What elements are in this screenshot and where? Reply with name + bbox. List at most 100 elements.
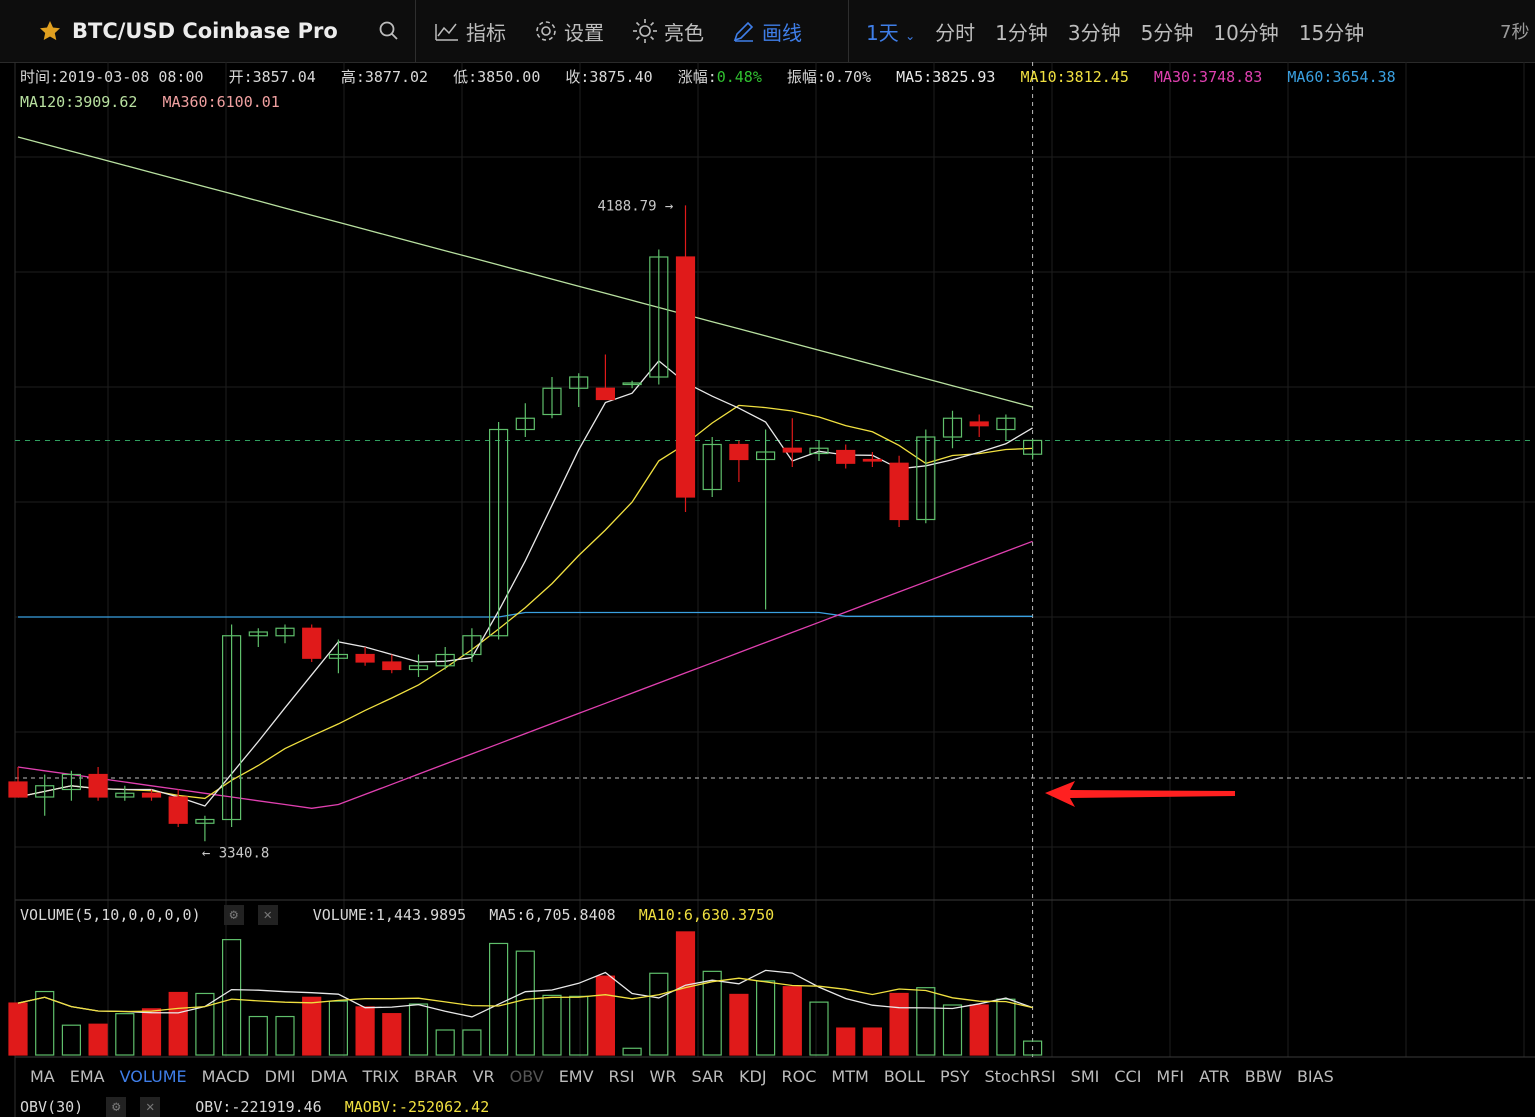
ma-info-row: MA120:3909.62 MA360:6100.01 xyxy=(20,93,296,111)
candle-body xyxy=(675,256,696,498)
volume-bar xyxy=(88,1023,108,1056)
indicator-tab-atr[interactable]: ATR xyxy=(1199,1067,1230,1086)
symbol-title: BTC/USD Coinbase Pro xyxy=(72,19,338,43)
indicator-tab-rsi[interactable]: RSI xyxy=(608,1067,635,1086)
indicator-tab-dmi[interactable]: DMI xyxy=(264,1067,296,1086)
candle-body xyxy=(8,781,28,798)
indicator-label: 指标 xyxy=(466,20,506,45)
indicator-tab-volume[interactable]: VOLUME xyxy=(119,1067,187,1086)
indicator-tab-bias[interactable]: BIAS xyxy=(1296,1067,1334,1086)
chart-svg[interactable]: 4188.79 → ← 3340.8 xyxy=(0,62,1535,1117)
candle-body xyxy=(916,436,936,521)
gear-icon xyxy=(536,21,556,41)
indicator-tab-stochrsi[interactable]: StochRSI xyxy=(984,1067,1056,1086)
volume-bar xyxy=(622,1047,642,1056)
divider xyxy=(415,0,416,62)
indicator-tab-psy[interactable]: PSY xyxy=(939,1067,970,1086)
obv-close-icon[interactable]: ✕ xyxy=(140,1097,161,1117)
indicator-tab-wr[interactable]: WR xyxy=(649,1067,677,1086)
chart-area[interactable]: 4188.79 → ← 3340.8 时间:2019-03-08 08:00 开:… xyxy=(0,62,1535,1117)
volume-bar xyxy=(382,1013,402,1056)
indicator-tab-sar[interactable]: SAR xyxy=(691,1067,724,1086)
indicator-tab-mfi[interactable]: MFI xyxy=(1156,1067,1185,1086)
indicator-tab-kdj[interactable]: KDJ xyxy=(739,1067,767,1086)
period-1min[interactable]: 1分钟 xyxy=(995,20,1048,45)
volume-bar xyxy=(729,993,749,1056)
volume-settings-icon[interactable]: ⚙ xyxy=(223,905,244,925)
indicator-tab-ema[interactable]: EMA xyxy=(69,1067,105,1086)
volume-close-icon[interactable]: ✕ xyxy=(257,905,278,925)
volume-bar xyxy=(675,931,696,1056)
obv-settings-icon[interactable]: ⚙ xyxy=(106,1097,127,1117)
light-theme-label: 亮色 xyxy=(664,20,704,45)
candle-body xyxy=(729,443,749,461)
light-theme-button[interactable]: 亮色 xyxy=(632,17,704,46)
candle-body xyxy=(115,792,135,798)
ma60-line xyxy=(18,611,1033,618)
volume-bar xyxy=(809,1001,829,1056)
volume-bar xyxy=(489,942,509,1056)
volume-bar xyxy=(61,1024,82,1056)
indicator-tab-bbw[interactable]: BBW xyxy=(1244,1067,1282,1086)
candle-body xyxy=(328,653,348,659)
draw-line-label: 画线 xyxy=(762,20,802,45)
volume-bar xyxy=(355,1006,375,1056)
candle-body xyxy=(862,458,883,462)
volume-info-row: VOLUME(5,10,0,0,0,0) ⚙ ✕ VOLUME:1,443.989… xyxy=(20,905,788,925)
volume-bar xyxy=(889,992,909,1056)
indicator-tab-boll[interactable]: BOLL xyxy=(883,1067,925,1086)
candle-body xyxy=(168,796,188,824)
indicator-tab-trix[interactable]: TRIX xyxy=(362,1067,400,1086)
ohlc-info-row: 时间:2019-03-08 08:00 开:3857.04 高:3877.02 … xyxy=(20,66,1412,87)
info-ma5: MA5:3825.93 xyxy=(896,68,996,86)
volume-params: VOLUME(5,10,0,0,0,0) xyxy=(20,905,201,924)
settings-button[interactable]: 设置 xyxy=(534,17,604,46)
candle-body xyxy=(702,443,722,491)
chevron-down-icon: ⌄ xyxy=(905,28,916,43)
volume-ma5: MA5:6,705.8408 xyxy=(489,905,616,924)
volume-ma10: MA10:6,630.3750 xyxy=(638,905,775,924)
volume-bar xyxy=(969,1004,989,1056)
search-button[interactable] xyxy=(378,0,400,62)
candle-body xyxy=(969,421,989,427)
indicator-tab-vr[interactable]: VR xyxy=(472,1067,495,1086)
indicator-tab-obv[interactable]: OBV xyxy=(509,1067,544,1086)
period-15min[interactable]: 15分钟 xyxy=(1298,20,1365,45)
volume-bar xyxy=(195,992,215,1056)
period-3min[interactable]: 3分钟 xyxy=(1067,20,1121,45)
period-timeshare[interactable]: 分时 xyxy=(935,20,976,45)
info-low: 低:3850.00 xyxy=(453,68,541,86)
info-change-value: 0.48% xyxy=(716,68,762,86)
candle-body xyxy=(141,792,162,798)
indicator-tab-roc[interactable]: ROC xyxy=(781,1067,817,1086)
indicator-tab-emv[interactable]: EMV xyxy=(558,1067,594,1086)
draw-line-button[interactable]: 画线 xyxy=(732,17,802,46)
obv-info-row: OBV(30) ⚙ ✕ OBV:-221919.46 MAOBV:-252062.… xyxy=(20,1097,503,1117)
indicator-tab-macd[interactable]: MACD xyxy=(201,1067,250,1086)
candle-body xyxy=(489,428,509,637)
volume-bar xyxy=(115,1013,135,1056)
info-ma360: MA360:6100.01 xyxy=(162,93,280,111)
indicator-tab-smi[interactable]: SMI xyxy=(1070,1067,1100,1086)
candle-body xyxy=(61,773,82,791)
volume-bar xyxy=(996,998,1016,1056)
indicator-tab-ma[interactable]: MA xyxy=(30,1067,55,1086)
star-icon[interactable] xyxy=(38,19,62,43)
period-5min[interactable]: 5分钟 xyxy=(1140,20,1194,45)
indicator-tab-cci[interactable]: CCI xyxy=(1114,1067,1142,1086)
volume-bar xyxy=(35,990,55,1056)
indicator-tab-dma[interactable]: DMA xyxy=(310,1067,348,1086)
candle-body xyxy=(302,627,322,659)
indicator-tab-mtm[interactable]: MTM xyxy=(831,1067,869,1086)
candle-body xyxy=(382,661,402,671)
candle-body xyxy=(836,449,856,464)
obv-params: OBV(30) xyxy=(20,1097,84,1116)
info-time: 时间:2019-03-08 08:00 xyxy=(20,68,204,86)
indicator-tab-brar[interactable]: BRAR xyxy=(414,1067,458,1086)
info-ma60: MA60:3654.38 xyxy=(1287,68,1396,86)
volume-bar xyxy=(248,1015,268,1056)
candle-body xyxy=(782,447,802,453)
period-10min[interactable]: 10分钟 xyxy=(1213,20,1279,45)
indicator-button[interactable]: 指标 xyxy=(434,17,506,46)
period-1d[interactable]: 1天 ⌄ xyxy=(866,17,915,46)
